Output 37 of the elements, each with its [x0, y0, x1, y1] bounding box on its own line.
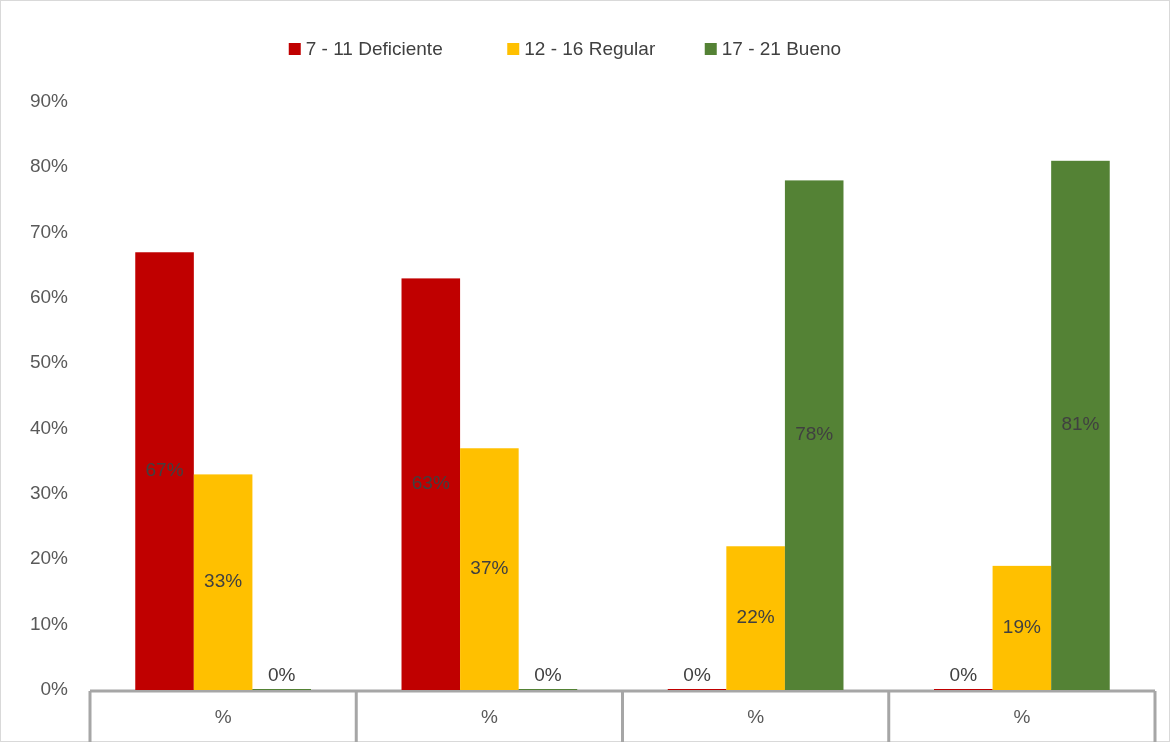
- legend-label: 12 - 16 Regular: [524, 38, 656, 60]
- data-label: 78%: [795, 423, 834, 445]
- bar: [193, 474, 253, 690]
- y-tick-label: 0%: [40, 678, 69, 700]
- data-label: 67%: [145, 459, 184, 481]
- data-label: 63%: [411, 472, 450, 494]
- data-label: 0%: [534, 664, 562, 686]
- x-tick-label: %: [1013, 706, 1031, 727]
- bar: [1051, 160, 1110, 690]
- y-tick-label: 40%: [29, 416, 69, 438]
- x-tick-label: %: [480, 706, 498, 727]
- bar: [401, 278, 461, 690]
- data-label: 0%: [683, 664, 711, 686]
- legend-label: 17 - 21 Bueno: [721, 38, 842, 60]
- y-tick-label: 30%: [29, 482, 69, 504]
- legend-label: 7 - 11 Deficiente: [305, 38, 443, 60]
- y-tick-label: 50%: [29, 351, 69, 373]
- data-label: 33%: [204, 570, 243, 592]
- y-tick-label: 90%: [29, 90, 69, 112]
- bar: [992, 565, 1052, 690]
- bar: [726, 546, 785, 690]
- y-tick-label: 80%: [29, 155, 69, 177]
- y-tick-label: 60%: [29, 286, 69, 308]
- x-tick-label: %: [747, 706, 765, 727]
- data-label: 22%: [736, 606, 775, 628]
- data-label: 0%: [267, 664, 296, 686]
- bar: [784, 180, 844, 690]
- data-label: 0%: [949, 664, 978, 686]
- data-label: 37%: [470, 557, 509, 579]
- x-tick-label: %: [214, 706, 232, 727]
- y-tick-label: 20%: [29, 547, 69, 569]
- y-tick-label: 10%: [29, 612, 69, 634]
- data-label: 19%: [1002, 615, 1041, 637]
- bar: [135, 252, 194, 690]
- data-label: 81%: [1061, 413, 1100, 435]
- y-tick-label: 70%: [29, 220, 69, 242]
- bar: [460, 448, 519, 690]
